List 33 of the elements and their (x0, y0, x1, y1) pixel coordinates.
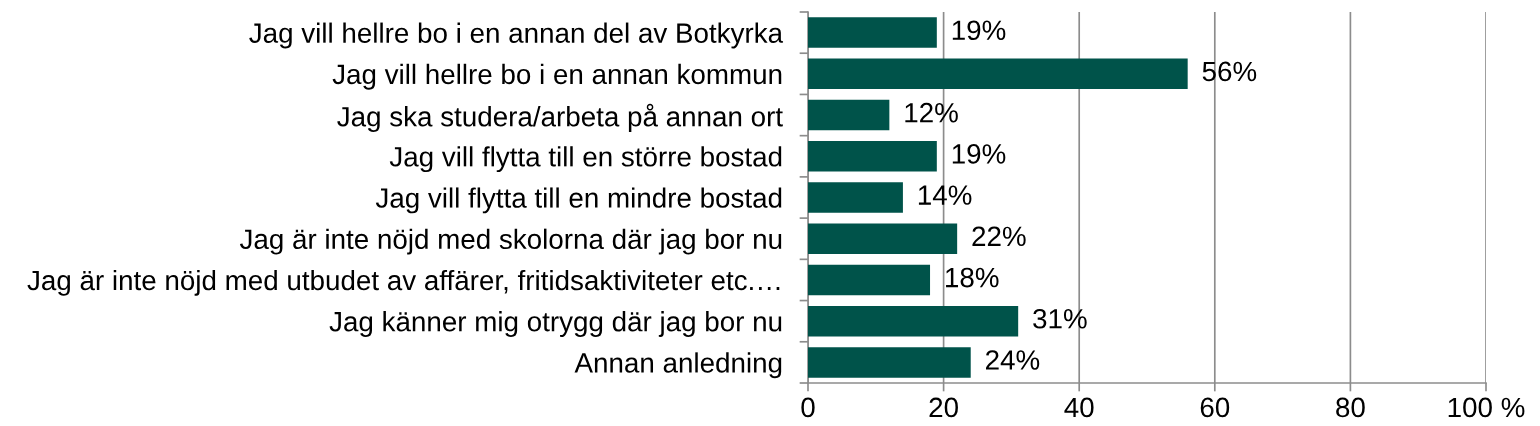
y-tick-label: Jag vill hellre bo i en annan kommun (332, 63, 782, 90)
data-label: 31% (1033, 308, 1087, 329)
data-label: 56% (1202, 61, 1257, 82)
y-tick-label: Jag ska studera/arbeta på annan ort (337, 103, 783, 133)
bar (808, 99, 890, 131)
x-tick-label: 60 (1200, 397, 1230, 418)
data-label: 19% (952, 144, 1006, 164)
bar (808, 141, 937, 172)
bar (808, 58, 1188, 90)
y-tick-label: Jag är inte nöjd med skolorna där jag bor nu (239, 228, 782, 255)
bar (808, 264, 931, 296)
bar (808, 17, 937, 48)
y-tick-label: Jag vill flytta till en mindre bostad (375, 187, 782, 214)
data-label: 19% (952, 20, 1006, 41)
data-label: 24% (986, 350, 1040, 370)
x-tick-label: 20 (929, 397, 958, 418)
data-label: 22% (972, 226, 1026, 247)
data-label: 12% (905, 102, 958, 123)
y-tick-label: Jag är inte nöjd med utbudet av affärer, fritidsaktiviteter etc.… (27, 269, 780, 296)
x-tick-label: 100 % (1448, 397, 1525, 418)
y-tick-label: Annan anledning (574, 352, 782, 379)
bar (808, 305, 1019, 337)
bar (808, 347, 971, 378)
y-tick-label: Jag känner mig otrygg där jag bor nu (329, 311, 782, 337)
bar (808, 223, 958, 254)
x-tick-label: 40 (1064, 397, 1094, 418)
y-tick-label: Jag vill hellre bo i en annan del av Botkyrka (249, 22, 784, 49)
x-tick-label: 0 (801, 397, 815, 418)
x-tick-label: 80 (1336, 397, 1365, 418)
bar (808, 182, 903, 213)
y-tick-label: Jag vill flytta till en större bostad (389, 146, 782, 173)
data-label: 14% (918, 185, 972, 205)
data-label: 18% (946, 267, 999, 288)
